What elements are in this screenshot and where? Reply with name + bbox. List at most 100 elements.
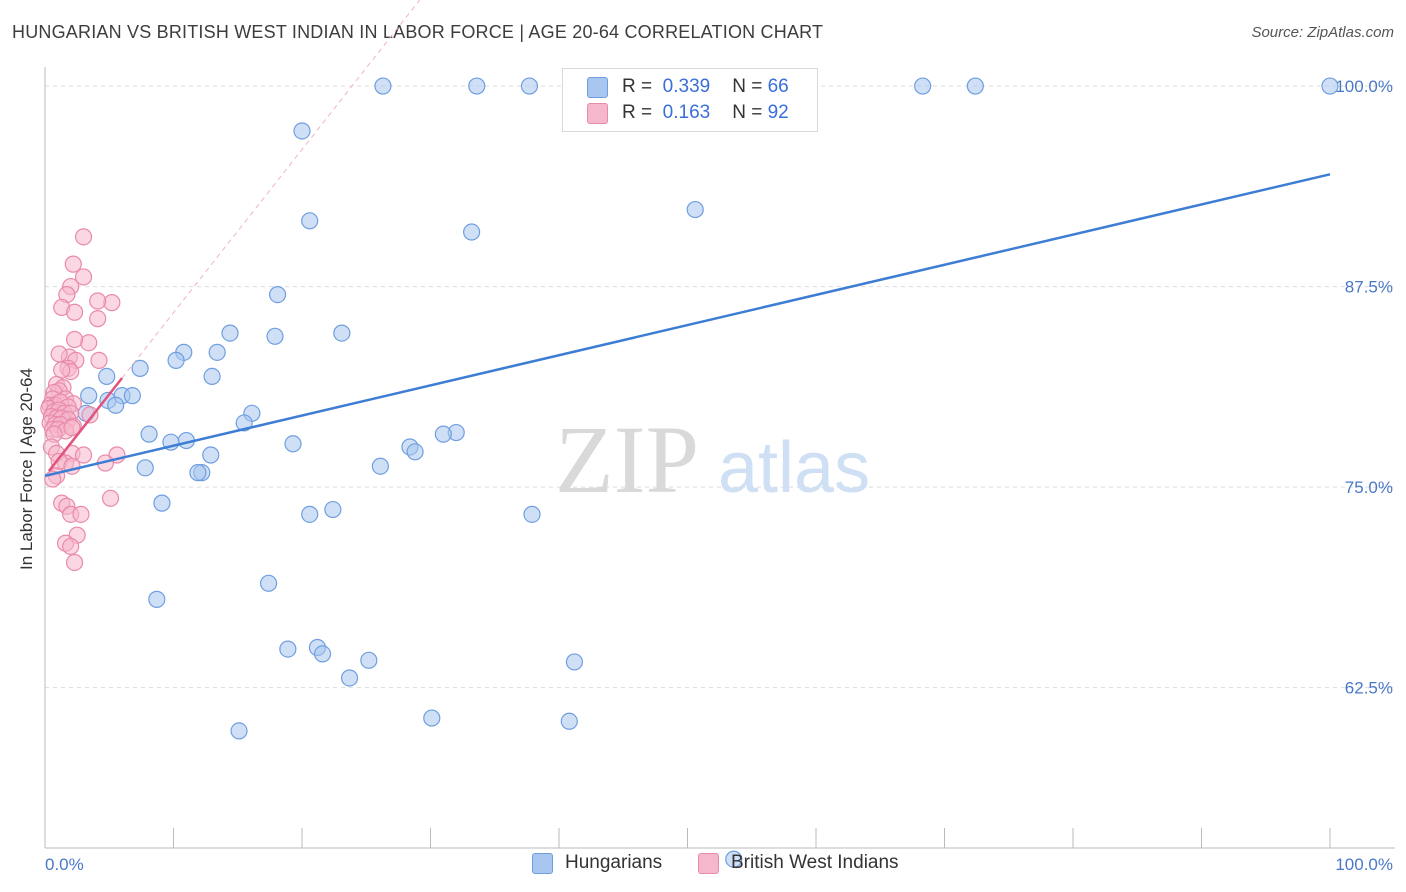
- source-credit: Source: ZipAtlas.com: [1251, 24, 1394, 41]
- hungarian-point: [371, 457, 389, 475]
- hungarian-point: [80, 387, 98, 405]
- british-west-indian-point: [90, 351, 108, 369]
- british-west-indian-trend-extension: [121, 0, 421, 379]
- legend-label-hungarians: Hungarians: [565, 852, 663, 873]
- british-west-indian-point: [65, 553, 84, 572]
- y-tick-label: 87.5%: [1345, 278, 1393, 297]
- hungarian-point: [725, 850, 743, 868]
- hungarian-point: [266, 327, 284, 345]
- legend-item-british-west-indians[interactable]: British West Indians: [698, 852, 899, 874]
- hungarian-point: [360, 651, 378, 669]
- hungarian-point: [340, 669, 359, 687]
- hungarian-point: [140, 425, 158, 443]
- points: [40, 77, 1339, 868]
- hungarian-point: [301, 212, 319, 230]
- british-west-indian-trend-line: [47, 377, 124, 472]
- british-west-indian-point: [81, 406, 99, 424]
- hungarian-point: [153, 494, 171, 512]
- hungarian-point: [136, 459, 154, 477]
- british-west-indian-point: [101, 489, 120, 507]
- watermark-atlas: atlas: [718, 428, 870, 508]
- british-west-indian-point: [74, 268, 93, 286]
- hungarian-point: [98, 367, 116, 385]
- hungarian-point: [131, 359, 149, 377]
- hungarian-point: [423, 709, 441, 727]
- hungarian-point: [406, 443, 424, 461]
- hungarian-point: [333, 324, 351, 342]
- british-west-indian-point: [64, 255, 82, 273]
- tick-labels: 62.5% 75.0% 87.5% 100.0% 0.0% 100.0%: [45, 77, 1393, 874]
- british-west-indian-point: [62, 537, 80, 556]
- british-west-indian-point: [63, 419, 81, 437]
- swatch-hungarians: [532, 852, 553, 874]
- legend-swatch-british-west-indians: [587, 102, 608, 124]
- x-tick-label: 100.0%: [1335, 855, 1393, 874]
- hungarian-point: [208, 343, 226, 361]
- watermark: ZIP atlas: [555, 406, 870, 513]
- british-west-indian-point: [74, 228, 93, 246]
- hungarian-point: [434, 425, 452, 443]
- hungarian-point: [148, 590, 166, 608]
- legend-item-hungarians[interactable]: Hungarians: [532, 852, 662, 874]
- hungarian-trend-line: [44, 173, 1331, 478]
- swatch-british-west-indians: [698, 852, 719, 874]
- y-tick-label: 62.5%: [1345, 679, 1393, 698]
- legend-row-hungarians: R = 0.339 N = 66: [587, 75, 789, 99]
- legend-r-value: 0.163: [662, 102, 711, 123]
- axes: [44, 67, 1395, 849]
- hungarian-point: [463, 223, 481, 241]
- stats-legend: R = 0.339 N = 66 R = 0.163 N = 92: [562, 68, 818, 132]
- british-west-indian-point: [72, 505, 90, 523]
- legend-row-british-west-indians: R = 0.163 N = 92: [587, 101, 789, 125]
- hungarian-point: [468, 77, 486, 95]
- hungarian-point: [268, 285, 287, 304]
- hungarian-point: [167, 351, 185, 369]
- trend-lines: [44, 0, 1331, 478]
- hungarian-point: [686, 200, 704, 219]
- gridlines: [45, 85, 1395, 689]
- hungarian-point: [523, 505, 541, 523]
- hungarian-point: [520, 77, 539, 95]
- hungarian-point: [189, 464, 207, 482]
- legend-r-label: R =: [622, 102, 653, 123]
- hungarian-point: [123, 387, 141, 405]
- legend-label-british-west-indians: British West Indians: [731, 852, 899, 873]
- hungarian-point: [202, 446, 220, 464]
- hungarian-point: [221, 324, 239, 342]
- hungarian-point: [259, 574, 278, 592]
- hungarian-point: [279, 640, 297, 658]
- y-tick-label: 75.0%: [1345, 478, 1393, 497]
- chart-title: HUNGARIAN VS BRITISH WEST INDIAN IN LABO…: [12, 22, 824, 42]
- hungarian-point: [301, 505, 319, 523]
- british-west-indian-point: [103, 294, 121, 312]
- hungarian-point: [565, 653, 584, 671]
- legend-r-label: R =: [622, 76, 653, 97]
- british-west-indian-point: [65, 330, 84, 349]
- legend-swatch-hungarians: [587, 76, 608, 98]
- british-west-indian-point: [65, 303, 84, 321]
- hungarian-point: [284, 435, 302, 453]
- hungarian-point: [324, 500, 342, 519]
- y-axis-label: In Labor Force | Age 20-64: [17, 368, 36, 570]
- hungarian-point: [966, 77, 984, 95]
- legend-n-label: N =: [732, 76, 763, 97]
- series-legend: Hungarians British West Indians: [0, 852, 1406, 878]
- hungarian-point: [203, 367, 221, 385]
- x-tick-label: 0.0%: [45, 855, 84, 874]
- legend-n-value: 66: [767, 76, 789, 97]
- hungarian-point: [107, 396, 125, 414]
- legend-r-value: 0.339: [662, 76, 711, 97]
- watermark-zip: ZIP: [555, 406, 699, 513]
- hungarian-point: [560, 712, 578, 730]
- y-tick-label: 100.0%: [1335, 77, 1393, 96]
- legend-n-label: N =: [732, 102, 763, 123]
- british-west-indian-point: [80, 334, 98, 352]
- hungarian-point: [1321, 77, 1339, 95]
- british-west-indian-point: [50, 345, 68, 363]
- hungarian-point: [293, 122, 311, 140]
- legend-n-value: 92: [767, 102, 789, 123]
- british-west-indian-point: [53, 361, 71, 379]
- hungarian-point: [914, 77, 932, 95]
- hungarian-point: [313, 645, 332, 663]
